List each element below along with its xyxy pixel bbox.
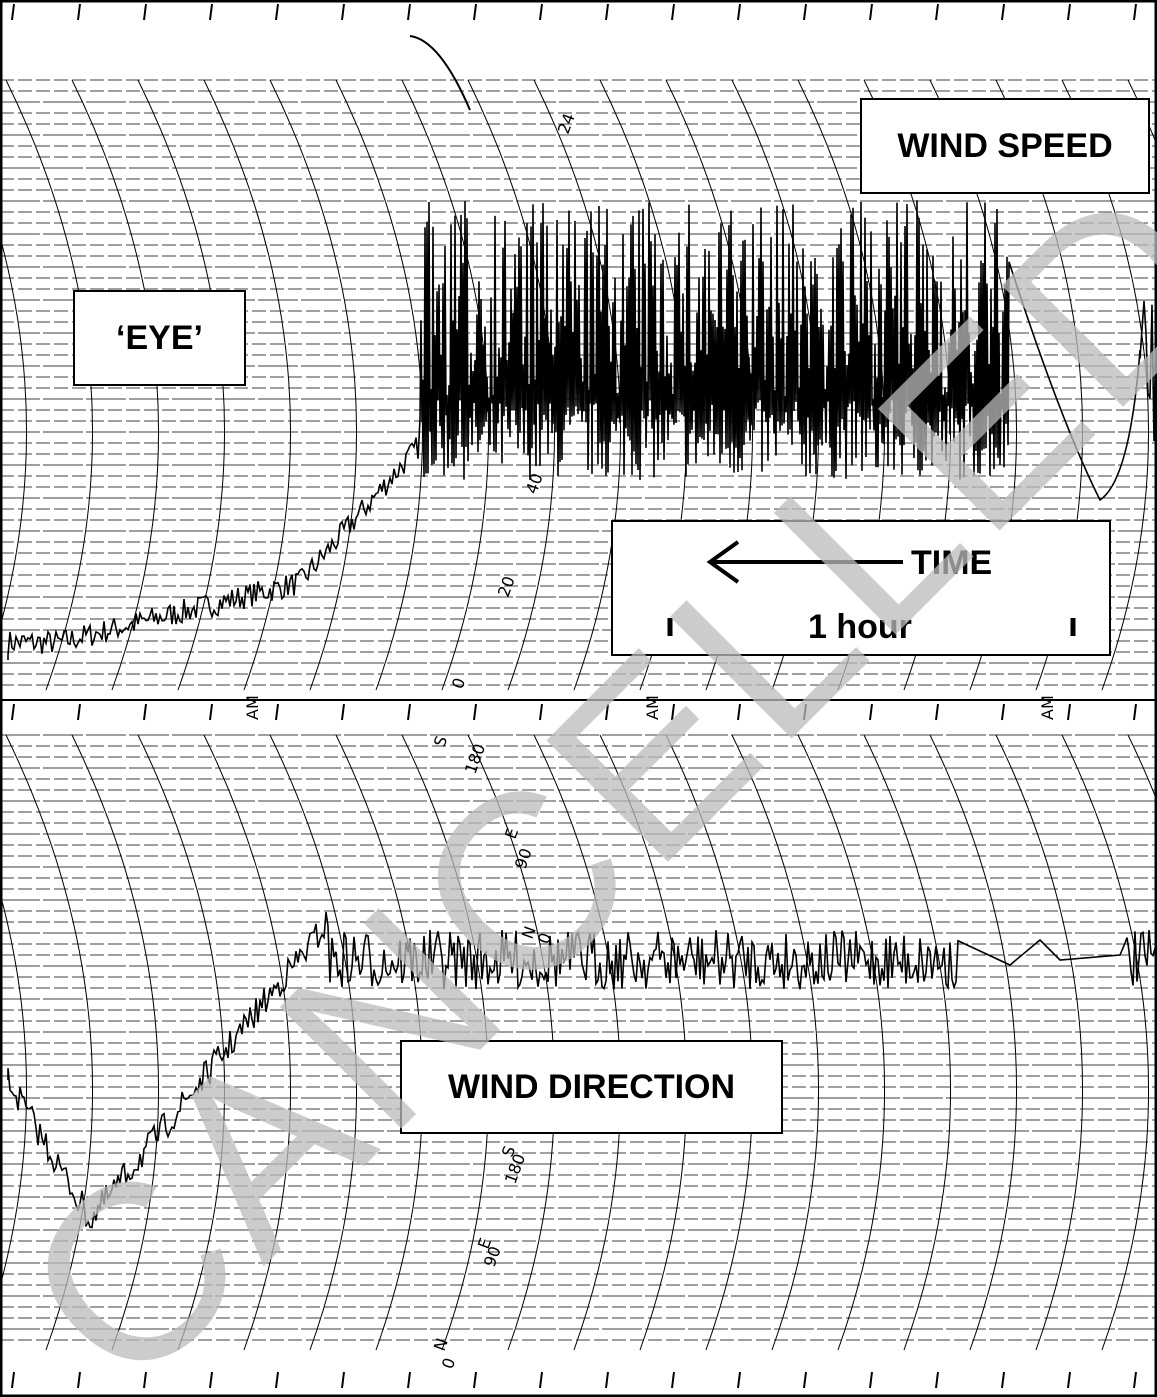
wind-direction-trace [7, 911, 1156, 1229]
tick [869, 703, 873, 721]
tick [77, 1371, 81, 1389]
tick [737, 703, 741, 721]
tick [803, 703, 807, 721]
time-arc [929, 734, 1018, 1351]
tick [671, 703, 675, 721]
time-arc [1061, 734, 1150, 1351]
time-arc [731, 734, 820, 1351]
tick [407, 1371, 411, 1389]
tick [737, 1371, 741, 1389]
one-hour-label: 1 hour [808, 608, 912, 646]
tick [1067, 703, 1071, 721]
tick [737, 3, 741, 21]
tick [1133, 3, 1137, 21]
tick [209, 1371, 213, 1389]
time-arc [797, 734, 886, 1351]
time-mark: AM [643, 695, 662, 720]
time-arc [995, 734, 1084, 1351]
time-arc [269, 734, 358, 1351]
time-mark: AM [1038, 695, 1057, 720]
time-arc [863, 734, 952, 1351]
tick [539, 703, 543, 721]
tick [209, 703, 213, 721]
tick [1133, 703, 1137, 721]
tick [671, 1371, 675, 1389]
tick [869, 1371, 873, 1389]
time-arc [0, 891, 28, 1288]
tick [935, 1371, 939, 1389]
tick [605, 3, 609, 21]
tick [407, 703, 411, 721]
tick [341, 703, 345, 721]
tick [869, 3, 873, 21]
tick [11, 1371, 15, 1389]
tick [1067, 3, 1071, 21]
tick [539, 3, 543, 21]
tick [341, 3, 345, 21]
tick [143, 3, 147, 21]
tick [275, 703, 279, 721]
time-mark: AM [243, 695, 262, 720]
tick [473, 1371, 477, 1389]
tick [1133, 1371, 1137, 1389]
traces [7, 35, 1157, 1229]
tick [209, 3, 213, 21]
wind-speed-label: WIND SPEED [860, 98, 1150, 194]
tick [341, 1371, 345, 1389]
time-arc [0, 235, 28, 629]
time-arrow [667, 540, 1076, 636]
time-arc [203, 79, 292, 691]
time-box: TIME 1 hour [611, 520, 1111, 656]
tick [1001, 703, 1005, 721]
tick [11, 703, 15, 721]
tick [935, 3, 939, 21]
tick [11, 3, 15, 21]
tick [143, 703, 147, 721]
tick [143, 1371, 147, 1389]
time-arc [203, 734, 292, 1351]
time-arc [533, 79, 622, 691]
wind-direction-label: WIND DIRECTION [400, 1040, 783, 1134]
tick [275, 3, 279, 21]
time-arc [5, 734, 94, 1351]
tick [407, 3, 411, 21]
tick [1001, 1371, 1005, 1389]
tick [605, 703, 609, 721]
tick [803, 1371, 807, 1389]
tick [539, 1371, 543, 1389]
tick [1001, 3, 1005, 21]
time-label: TIME [911, 544, 993, 582]
tick [473, 3, 477, 21]
time-arc [137, 734, 226, 1351]
tick [1067, 1371, 1071, 1389]
eye-label: ‘EYE’ [73, 290, 246, 386]
time-arc [71, 734, 160, 1351]
pen-arc [409, 35, 471, 111]
tick [77, 3, 81, 21]
time-arc [269, 79, 358, 691]
tick [473, 703, 477, 721]
tick [671, 3, 675, 21]
tick [935, 703, 939, 721]
tick [605, 1371, 609, 1389]
tick [77, 703, 81, 721]
tick [275, 1371, 279, 1389]
wind-speed-trace [7, 200, 1157, 660]
tick [803, 3, 807, 21]
